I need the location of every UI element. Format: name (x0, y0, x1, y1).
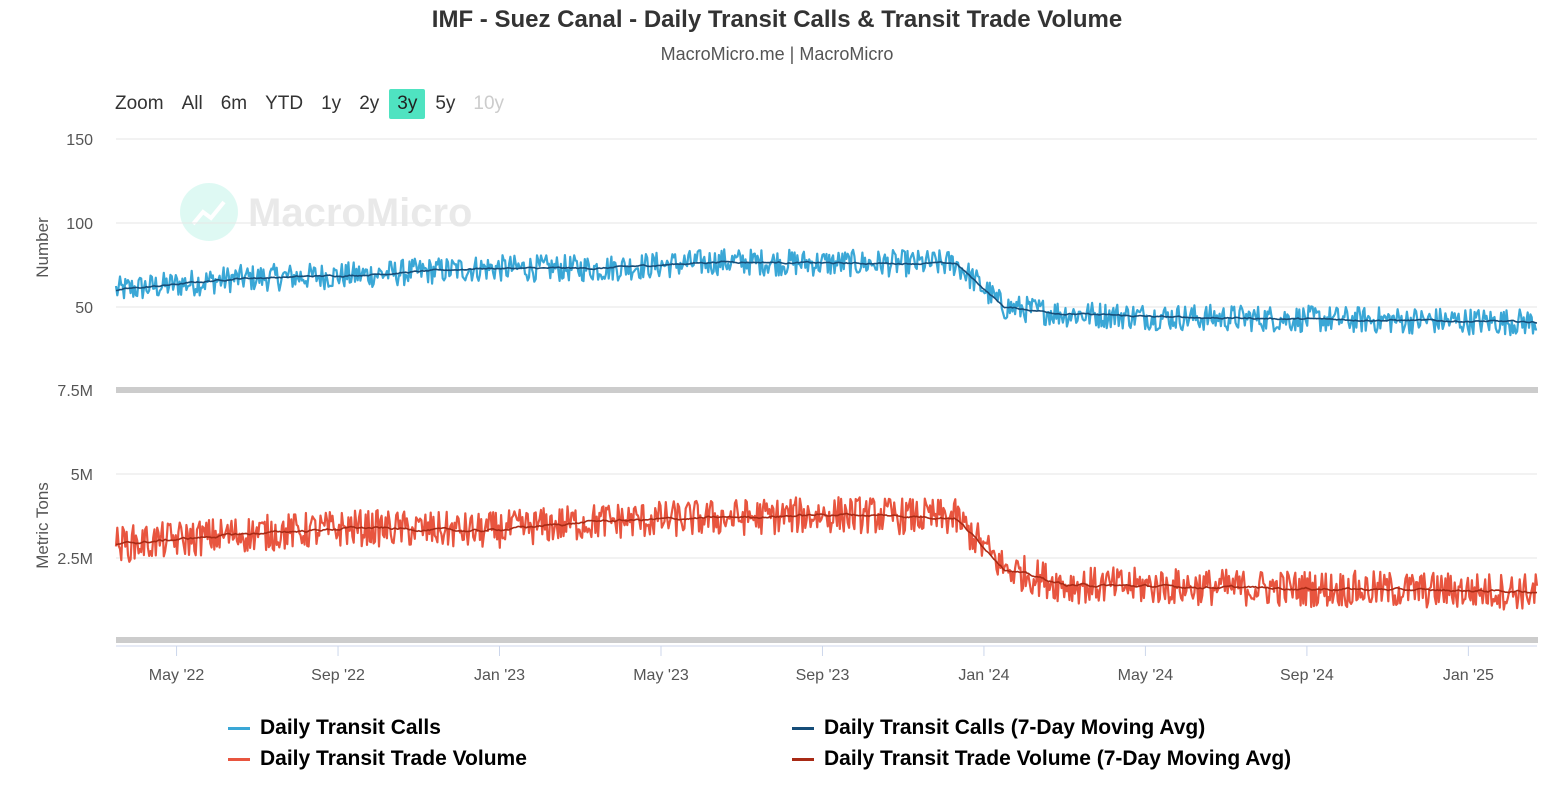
watermark-logo-icon (180, 183, 238, 241)
chart-subtitle: MacroMicro.me | MacroMicro (660, 44, 894, 64)
legend-item-calls-moving-avg[interactable]: Daily Transit Calls (7-Day Moving Avg) (792, 716, 1205, 740)
zoom-2y-button[interactable]: 2y (359, 93, 380, 114)
y-tick-label-volume: 5M (71, 467, 93, 484)
x-tick-label: Sep '22 (311, 667, 365, 684)
legend-label: Daily Transit Trade Volume (7-Day Moving… (824, 747, 1292, 770)
series-line-daily-transit-calls (114, 248, 1538, 337)
zoom-5y-button[interactable]: 5y (435, 93, 456, 114)
zoom-all-button[interactable]: All (181, 93, 203, 114)
series-line-daily-transit-trade-volume (114, 496, 1539, 611)
zoom-ytd-button[interactable]: YTD (265, 93, 304, 114)
watermark-text: MacroMicro (248, 191, 473, 235)
x-tick-label: Jan '23 (474, 667, 525, 684)
y-tick-label-calls: 50 (75, 300, 93, 317)
legend-swatch-calls-ma (792, 726, 814, 730)
x-tick-label: Jan '25 (1443, 667, 1494, 684)
y-tick-label-volume: 7.5M (57, 383, 93, 400)
zoom-6m-button[interactable]: 6m (220, 93, 248, 114)
y-axis-label-calls: Number (33, 217, 52, 278)
legend-label: Daily Transit Trade Volume (260, 747, 527, 770)
y-axis-label-volume: Metric Tons (33, 482, 52, 569)
legend-item-volume-moving-avg[interactable]: Daily Transit Trade Volume (7-Day Moving… (792, 747, 1291, 771)
series-line-daily-transit-trade-volume-7-day-moving-avg- (115, 512, 1538, 594)
watermark-logo-line (191, 200, 226, 226)
legend-label: Daily Transit Calls (260, 716, 441, 739)
x-tick-label: May '23 (633, 667, 689, 684)
zoom-1y-button[interactable]: 1y (321, 93, 342, 114)
legend-item-daily-transit-calls[interactable]: Daily Transit Calls (228, 716, 441, 740)
zoom-3y-button[interactable]: 3y (389, 89, 426, 119)
y-tick-label-calls: 150 (66, 132, 93, 149)
x-tick-label: May '22 (149, 667, 205, 684)
legend-swatch-volume-ma (792, 757, 814, 761)
x-tick-label: May '24 (1118, 667, 1174, 684)
y-tick-label-volume: 2.5M (57, 551, 93, 568)
y-tick-label-calls: 100 (66, 216, 93, 233)
zoom-bar: Zoom All 6m YTD 1y 2y 3y 5y 10y (115, 89, 514, 119)
series-line-daily-transit-calls-7-day-moving-avg- (115, 260, 1538, 324)
panel-separator-volume (116, 637, 1538, 643)
watermark: MacroMicro (180, 183, 473, 241)
legend-label: Daily Transit Calls (7-Day Moving Avg) (824, 716, 1206, 739)
x-tick-label: Sep '23 (796, 667, 850, 684)
chart-title: IMF - Suez Canal - Daily Transit Calls &… (431, 6, 1123, 33)
zoom-10y-button: 10y (473, 93, 505, 114)
legend-item-daily-trade-volume[interactable]: Daily Transit Trade Volume (228, 747, 527, 771)
panel-separator-calls (116, 387, 1538, 393)
zoom-label: Zoom (115, 93, 164, 114)
legend-swatch-volume (228, 757, 250, 761)
legend-swatch-calls (228, 726, 250, 730)
x-tick-label: Sep '24 (1280, 667, 1334, 684)
x-tick-label: Jan '24 (958, 667, 1009, 684)
